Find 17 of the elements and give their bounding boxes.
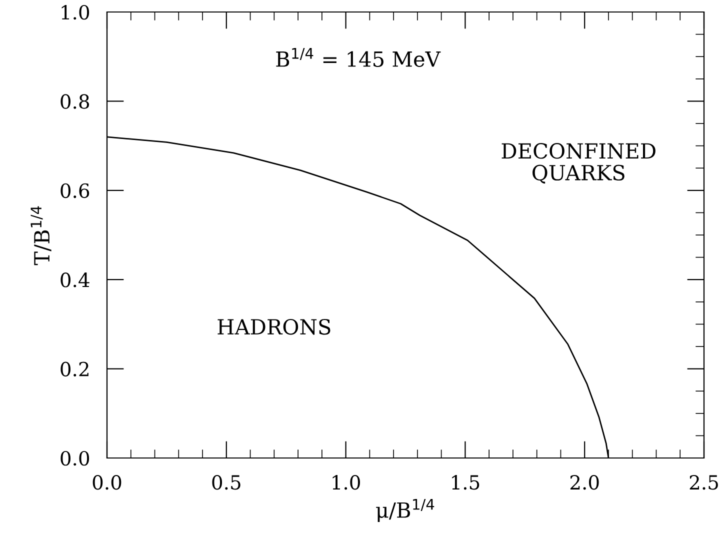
annotation: DECONFINED QUARKS: [502, 143, 656, 184]
y-tick-label: 0.0: [60, 450, 90, 466]
y-tick-label: 0.6: [60, 183, 90, 198]
x-tick-label: 0.5: [212, 475, 240, 490]
annotation: B$^{1/4}$ = 145 MeV: [276, 48, 441, 67]
y-tick-label: 0.4: [60, 272, 90, 288]
y-tick-label: 0.2: [60, 362, 88, 376]
x-axis-title: μ/B$^{1/4}$: [376, 499, 434, 522]
x-tick-label: 2.0: [570, 475, 599, 490]
x-tick-label: 2.5: [690, 475, 718, 490]
x-tick-label: 1.5: [452, 475, 480, 490]
x-tick-label: 1.0: [332, 475, 360, 490]
y-axis-title: T/B$^{1/4}$: [30, 206, 52, 266]
y-tick-label: 1.0: [62, 4, 90, 20]
annotation: HADRONS: [218, 318, 330, 335]
y-tick-label: 0.8: [60, 94, 90, 109]
x-tick-label: 0.0: [92, 475, 122, 490]
